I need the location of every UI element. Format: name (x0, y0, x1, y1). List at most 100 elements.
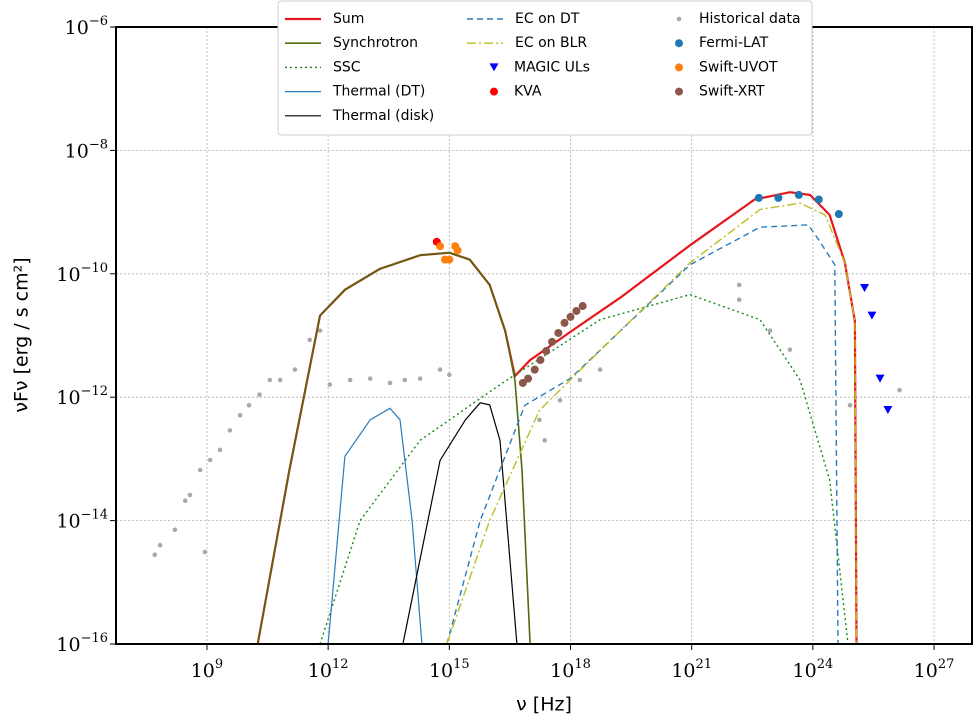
legend-marker (490, 87, 498, 96)
data-point (317, 328, 323, 333)
legend-marker (489, 63, 499, 72)
data-point (860, 283, 870, 292)
legend-label: Thermal (DT) (332, 84, 425, 100)
data-point (402, 377, 408, 383)
series-line (327, 407, 423, 645)
data-point (217, 447, 223, 453)
data-point (436, 242, 445, 251)
data-point (227, 428, 233, 433)
legend-label: Swift-XRT (699, 84, 765, 100)
data-point (182, 498, 188, 504)
data-point (867, 311, 877, 320)
data-point (883, 406, 893, 415)
data-point (572, 306, 581, 315)
data-point (530, 365, 539, 374)
series-line (446, 202, 858, 645)
data-point (445, 255, 454, 264)
data-point (597, 367, 603, 372)
data-point (794, 190, 803, 199)
legend-label: Fermi-LAT (699, 35, 769, 51)
legend-label: Sum (333, 11, 364, 27)
data-point (207, 457, 213, 463)
data-point (152, 552, 158, 558)
y-tick-label: 10−8 (65, 137, 108, 163)
data-point (437, 367, 443, 372)
data-point (542, 347, 551, 356)
legend-label: Thermal (disk) (332, 108, 434, 124)
x-tick-label: 1015 (429, 657, 470, 683)
legend: Sum Synchrotron SSC Thermal (DT) Thermal (di… (277, 0, 813, 136)
legend-label: SSC (333, 59, 361, 75)
data-point (536, 356, 545, 365)
data-point (518, 378, 527, 387)
data-point (292, 367, 298, 372)
data-point (246, 402, 252, 408)
data-point (267, 377, 273, 383)
data-point (537, 417, 542, 423)
data-point (347, 377, 353, 383)
y-tick-label: 10−6 (65, 14, 108, 40)
data-point (736, 297, 742, 303)
x-tick-label: 1018 (550, 657, 591, 683)
legend-box (277, 0, 813, 136)
data-point (453, 246, 462, 255)
data-point (187, 492, 193, 498)
legend-label: Swift-UVOT (699, 59, 778, 75)
data-point (578, 302, 587, 311)
legend-marker (676, 16, 682, 22)
data-point (172, 527, 178, 533)
data-point (834, 210, 843, 219)
data-point (307, 337, 313, 343)
x-tick-label: 1027 (914, 657, 955, 683)
legend-label: Synchrotron (333, 35, 418, 51)
data-point (257, 392, 262, 397)
data-point (577, 377, 583, 383)
series-line (256, 251, 531, 645)
data-point (754, 193, 763, 202)
x-axis-label: ν [Hz] (516, 694, 572, 716)
legend-marker (675, 63, 683, 72)
data-point (897, 387, 902, 393)
data-point (767, 328, 773, 333)
data-point (736, 282, 742, 288)
data-point (875, 374, 885, 383)
x-tick-label: 1021 (671, 657, 712, 683)
data-point (524, 374, 533, 383)
data-point (548, 337, 557, 346)
data-point (560, 318, 569, 327)
legend-label: Historical data (699, 11, 801, 27)
data-point (787, 347, 793, 352)
data-point (417, 376, 423, 381)
legend-label: EC on DT (515, 11, 580, 27)
data-point (387, 380, 393, 386)
series-line (256, 191, 858, 645)
series-line (446, 224, 839, 645)
x-tick-label: 109 (191, 657, 223, 683)
legend-marker (675, 39, 683, 48)
data-point (202, 549, 208, 555)
series-line (319, 293, 849, 645)
data-point (566, 312, 575, 321)
data-point (237, 412, 243, 418)
data-point (814, 195, 823, 204)
data-point (447, 372, 452, 378)
legend-marker (675, 87, 683, 96)
data-point (327, 382, 333, 387)
data-point (197, 467, 203, 473)
x-tick-label: 1024 (793, 657, 834, 683)
data-point (774, 193, 783, 202)
data-point (557, 398, 563, 403)
data-point (847, 402, 853, 408)
legend-label: EC on BLR (515, 35, 587, 51)
data-point (554, 328, 563, 337)
data-point (157, 542, 163, 548)
legend-label: MAGIC ULs (514, 59, 590, 75)
y-tick-label: 10−16 (56, 631, 108, 657)
series-line (402, 402, 518, 645)
y-axis-label: νFν [erg / s cm²] (11, 257, 33, 412)
y-tick-label: 10−12 (56, 384, 108, 410)
data-point (367, 376, 373, 381)
legend-label: KVA (514, 84, 542, 100)
y-tick-label: 10−14 (56, 507, 108, 533)
